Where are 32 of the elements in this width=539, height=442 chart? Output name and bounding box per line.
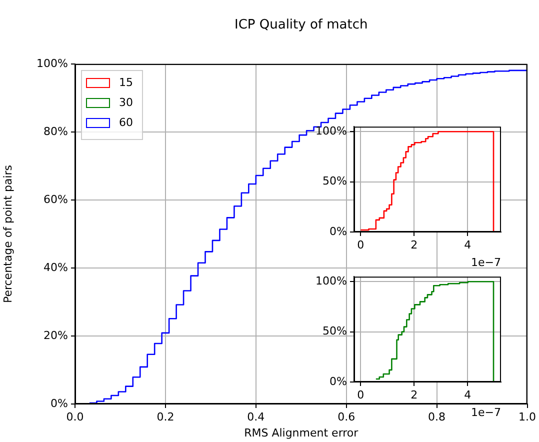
y-tick-label: 0%	[330, 224, 347, 238]
x-tick-label: 0.8	[428, 410, 446, 424]
y-tick-label: 0%	[330, 374, 347, 388]
x-tick-label: 0.4	[247, 410, 265, 424]
x-tick-label: 0.2	[156, 410, 174, 424]
x-tick-label: 0.6	[338, 410, 356, 424]
x-tick-label: 0.0	[66, 410, 84, 424]
y-tick-label: 60%	[44, 192, 68, 206]
y-tick-label: 100%	[316, 124, 347, 138]
x-tick-label: 2	[410, 388, 418, 402]
legend-label: 30	[119, 96, 133, 109]
y-tick-label: 20%	[44, 328, 68, 342]
x-axis-title: RMS Alignment error	[244, 426, 359, 440]
y-tick-label: 0%	[50, 396, 68, 410]
y-tick-label: 100%	[316, 274, 347, 288]
y-tick-label: 50%	[322, 324, 347, 338]
y-tick-label: 100%	[36, 56, 68, 70]
y-tick-label: 80%	[44, 124, 68, 138]
text: 1e−7	[471, 406, 501, 419]
legend-label: 15	[119, 76, 133, 89]
x-tick-label: 1.0	[518, 410, 536, 424]
legend-label: 60	[119, 116, 133, 129]
annotation: 1e−7	[471, 256, 501, 269]
x-tick-label: 2	[410, 238, 418, 252]
chart-title: ICP Quality of match	[234, 17, 368, 32]
y-tick-label: 50%	[322, 174, 347, 188]
x-tick-label: 4	[464, 238, 472, 252]
x-tick-label: 0	[357, 388, 364, 402]
x-tick-label: 0	[357, 238, 364, 252]
y-tick-label: 40%	[44, 260, 68, 274]
x-tick-label: 4	[464, 388, 472, 402]
y-axis-title: Percentage of point pairs	[1, 164, 14, 304]
